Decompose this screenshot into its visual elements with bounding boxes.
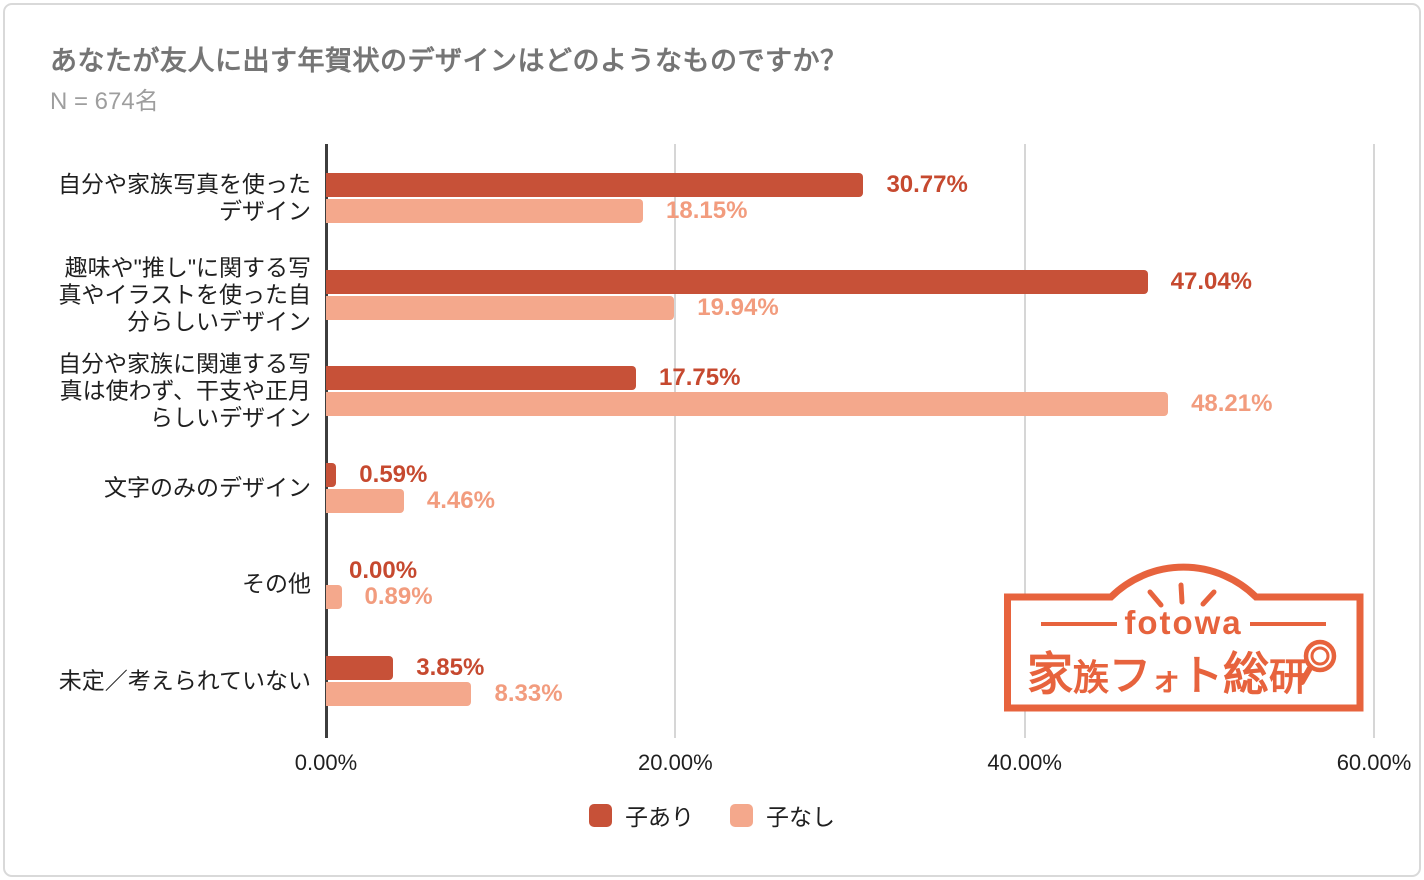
legend-swatch-with-children [589,803,612,827]
x-tick-label: 0.00% [294,750,358,775]
y-axis-line [324,144,328,738]
bar-segment [326,488,404,513]
sparkle-icon [1147,582,1217,608]
chart-legend: 子あり 子なし [5,798,1419,832]
value-label: 0.89% [364,583,433,611]
bar-segment [326,173,864,197]
bar-segment [326,682,472,706]
category-label: 自分や家族写真を使った デザイン [58,171,311,224]
category-label: 未定／考えられていない [58,667,311,694]
value-label: 30.77% [886,171,968,198]
logo-border-frame [1004,563,1364,712]
logo-org-text: 家族フォト総研 [1027,648,1307,700]
value-label: 8.33% [494,680,563,707]
bar-segment [326,199,644,223]
x-tick-label: 40.00% [987,750,1062,775]
value-label: 17.75% [659,364,741,392]
bar-segment [326,462,337,487]
value-label: 19.94% [697,293,779,321]
chart-title: あなたが友人に出す年賀状のデザインはどのようなものですか？ [50,46,848,76]
value-label: 0.00% [349,557,418,585]
chart-card: あなたが友人に出す年賀状のデザインはどのようなものですか？ N = 674名 0… [3,3,1421,877]
value-label: 4.46% [426,486,495,514]
gridline [1023,144,1026,738]
sample-size: N = 674名 [50,88,159,115]
fotowa-logo: fotowa 家族フォト総研 [1004,563,1364,712]
gridline [1373,144,1375,738]
category-label: 文字のみのデザイン [104,474,311,501]
legend-label-no-children: 子なし [766,804,835,830]
bar-segment [326,656,394,680]
value-label: 3.85% [416,654,485,681]
x-tick-label: 60.00% [1336,750,1412,775]
bar-segment [326,392,1169,417]
bar-segment [326,295,675,320]
bar-segment [326,269,1148,294]
value-label: 0.59% [359,460,428,488]
bar-segment [326,366,637,391]
category-label: 自分や家族に関連する写 真は使わず、干支や正月 らしいデザイン [58,350,311,431]
legend-item-with-children: 子あり [589,798,694,832]
category-label: その他 [242,570,311,597]
legend-label-with-children: 子あり [625,804,694,830]
legend-swatch-no-children [730,803,753,827]
value-label: 47.04% [1170,267,1253,295]
x-tick-label: 20.00% [638,750,713,775]
magnifier-icon [1299,639,1337,685]
value-label: 48.21% [1191,390,1273,418]
gridline [674,144,677,738]
bar-segment [326,585,342,610]
category-label: 趣味や"推し"に関する写 真やイラストを使った自 分らしいデザイン [58,254,311,335]
logo-brand-text: fotowa [1124,604,1242,641]
legend-item-no-children: 子なし [730,798,835,832]
bar-chart-plot-area: 0.00% 20.00% 40.00% 60.00% 自分や家族写真を使った デザイン 30… [58,144,1411,775]
value-label: 18.15% [666,197,748,224]
